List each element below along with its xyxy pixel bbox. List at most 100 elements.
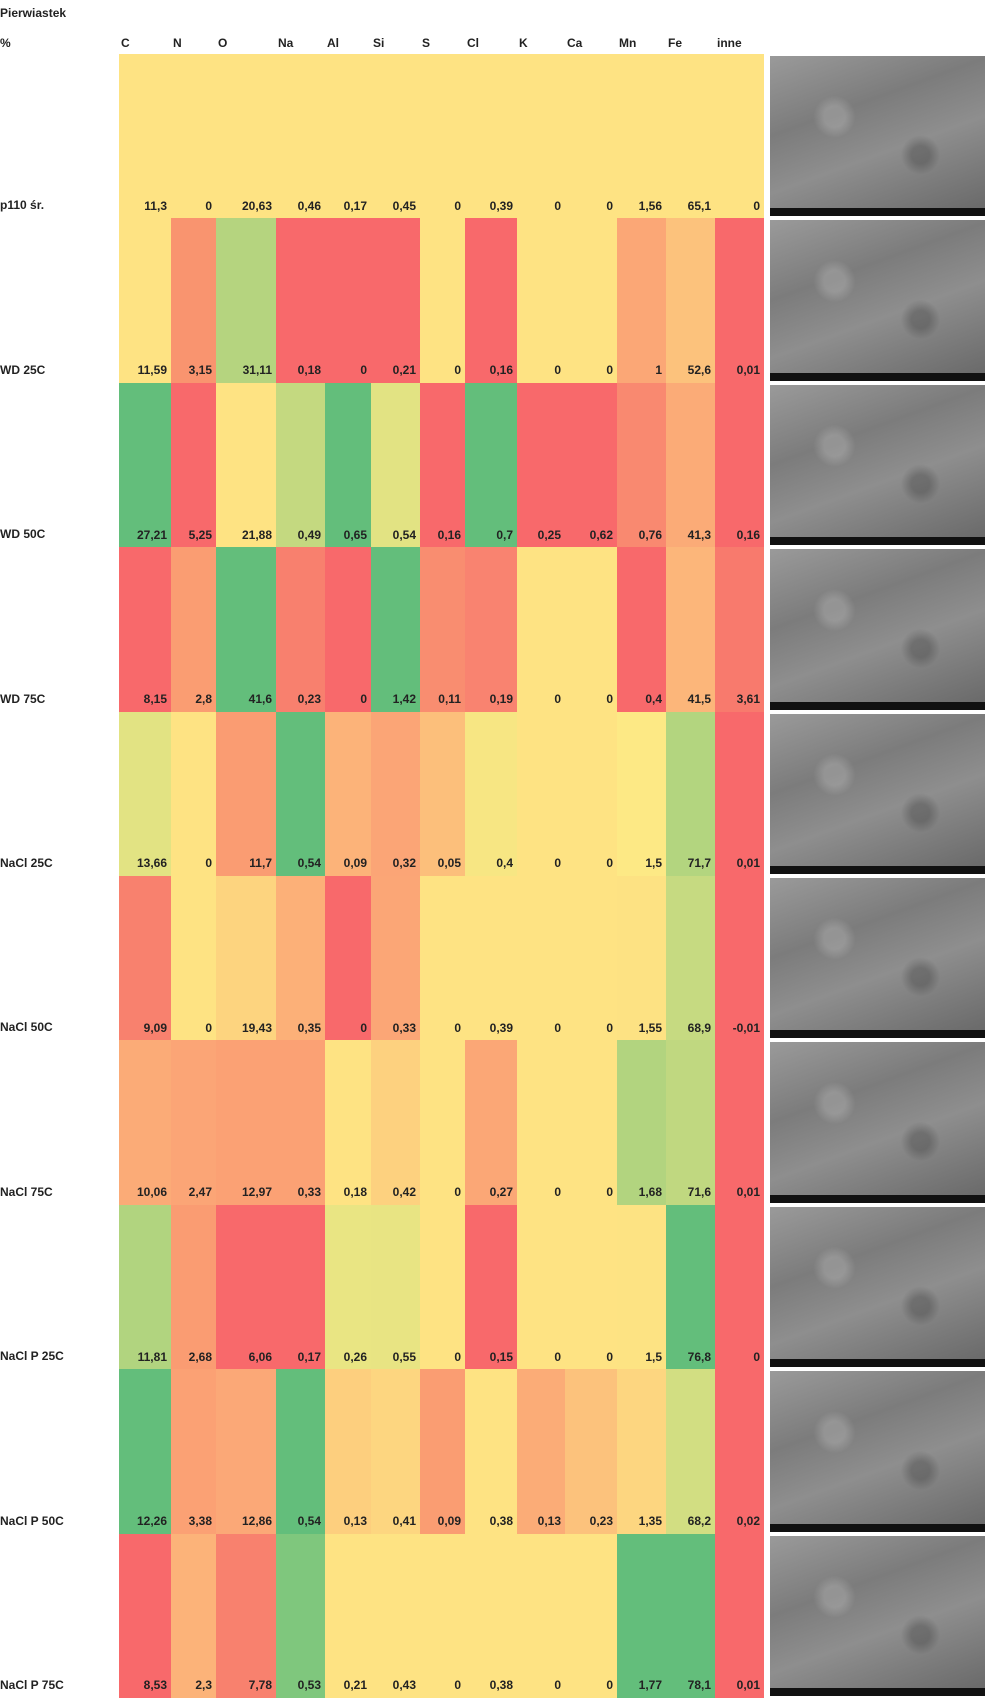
table-cell: 0,54	[276, 711, 325, 877]
row-label: NaCl P 50C	[0, 1513, 64, 1528]
table-cell: 0	[565, 1040, 617, 1206]
table-cell: 0	[565, 54, 617, 219]
table-cell: 41,5	[666, 547, 715, 713]
table-cell: 0	[420, 1533, 465, 1698]
table-cell: 0	[171, 54, 216, 219]
table-cell: 0,16	[420, 382, 465, 548]
table-cell: 27,21	[119, 382, 171, 548]
header-title: Pierwiastek	[0, 6, 67, 20]
table-cell: 0	[325, 876, 371, 1041]
table-cell: 0,33	[276, 1040, 325, 1206]
table-cell: 0,23	[276, 547, 325, 713]
table-cell: 2,47	[171, 1040, 216, 1206]
table-cell: 0	[565, 711, 617, 877]
table-cell: 1,55	[617, 876, 666, 1041]
table-cell: 0	[565, 547, 617, 713]
table-cell: 52,6	[666, 218, 715, 384]
table-cell: 12,97	[216, 1040, 276, 1206]
table-cell: 0,05	[420, 711, 465, 877]
table-cell: 0	[517, 1204, 565, 1370]
column-header: Cl	[467, 36, 479, 50]
table-cell: 0,54	[276, 1369, 325, 1535]
table-cell: 0,39	[465, 876, 517, 1041]
row-label: NaCl 75C	[0, 1184, 53, 1199]
table-cell: 1,68	[617, 1040, 666, 1206]
table-cell: 0,17	[276, 1204, 325, 1370]
table-cell: 11,59	[119, 218, 171, 384]
table-cell: 0,09	[325, 711, 371, 877]
table-cell: 78,1	[666, 1533, 715, 1698]
table-cell: 21,88	[216, 382, 276, 548]
table-cell: 0,21	[325, 1533, 371, 1698]
table-cell: 0	[517, 218, 565, 384]
table-cell: 0,21	[371, 218, 420, 384]
table-cell: 0,26	[325, 1204, 371, 1370]
table-cell: 0,11	[420, 547, 465, 713]
column-header: Na	[278, 36, 294, 50]
table-cell: 0,7	[465, 382, 517, 548]
table-cell: 0,32	[371, 711, 420, 877]
table-cell: 3,38	[171, 1369, 216, 1535]
table-cell: 71,6	[666, 1040, 715, 1206]
table-cell: 0	[715, 54, 764, 219]
row-label: WD 50C	[0, 527, 46, 542]
table-cell: 0,33	[371, 876, 420, 1041]
row-label: NaCl P 75C	[0, 1677, 64, 1692]
table-cell: 0	[325, 547, 371, 713]
table-cell: 1,5	[617, 711, 666, 877]
table-cell: 19,43	[216, 876, 276, 1041]
column-header: Mn	[619, 36, 637, 50]
table-cell: 5,25	[171, 382, 216, 548]
table-cell: 0,16	[465, 218, 517, 384]
table-cell: 2,8	[171, 547, 216, 713]
row-label: WD 75C	[0, 691, 46, 706]
sem-image	[770, 220, 985, 381]
table-cell: 0	[517, 1533, 565, 1698]
table-cell: 12,86	[216, 1369, 276, 1535]
table-cell: 13,66	[119, 711, 171, 877]
table-cell: 0	[420, 1204, 465, 1370]
table-cell: 3,61	[715, 547, 764, 713]
table-cell: 2,68	[171, 1204, 216, 1370]
table-cell: 41,3	[666, 382, 715, 548]
table-cell: 0	[420, 218, 465, 384]
table-cell: 71,7	[666, 711, 715, 877]
table-cell: 11,81	[119, 1204, 171, 1370]
row-label: p110 śr.	[0, 198, 45, 213]
column-header: K	[519, 36, 528, 50]
column-header: Ca	[567, 36, 583, 50]
table-cell: 1,56	[617, 54, 666, 219]
table-cell: 0	[517, 54, 565, 219]
sem-image	[770, 56, 985, 217]
table-cell: 0,46	[276, 54, 325, 219]
table-cell: 0,18	[276, 218, 325, 384]
table-cell: 0,49	[276, 382, 325, 548]
table-cell: 20,63	[216, 54, 276, 219]
table-cell: 76,8	[666, 1204, 715, 1370]
row-label: NaCl 25C	[0, 855, 53, 870]
table-cell: 1	[617, 218, 666, 384]
table-cell: 1,42	[371, 547, 420, 713]
table-cell: 0,13	[517, 1369, 565, 1535]
table-cell: 0	[420, 54, 465, 219]
sem-image	[770, 1206, 985, 1368]
table-cell: 6,06	[216, 1204, 276, 1370]
table-cell: -0,01	[715, 876, 764, 1041]
row-label: NaCl P 25C	[0, 1349, 64, 1364]
table-cell: 0	[517, 1040, 565, 1206]
table-cell: 0,35	[276, 876, 325, 1041]
table-cell: 0,27	[465, 1040, 517, 1206]
sem-image	[770, 549, 985, 710]
table-cell: 0,19	[465, 547, 517, 713]
table-cell: 0	[565, 218, 617, 384]
row-label: NaCl 50C	[0, 1020, 53, 1035]
table-cell: 0	[565, 876, 617, 1041]
table-cell: 8,53	[119, 1533, 171, 1698]
table-cell: 0	[171, 711, 216, 877]
table-cell: 11,3	[119, 54, 171, 219]
table-cell: 1,77	[617, 1533, 666, 1698]
table-cell: 0,23	[565, 1369, 617, 1535]
row-label: WD 25C	[0, 362, 46, 377]
table-cell: 0,01	[715, 711, 764, 877]
